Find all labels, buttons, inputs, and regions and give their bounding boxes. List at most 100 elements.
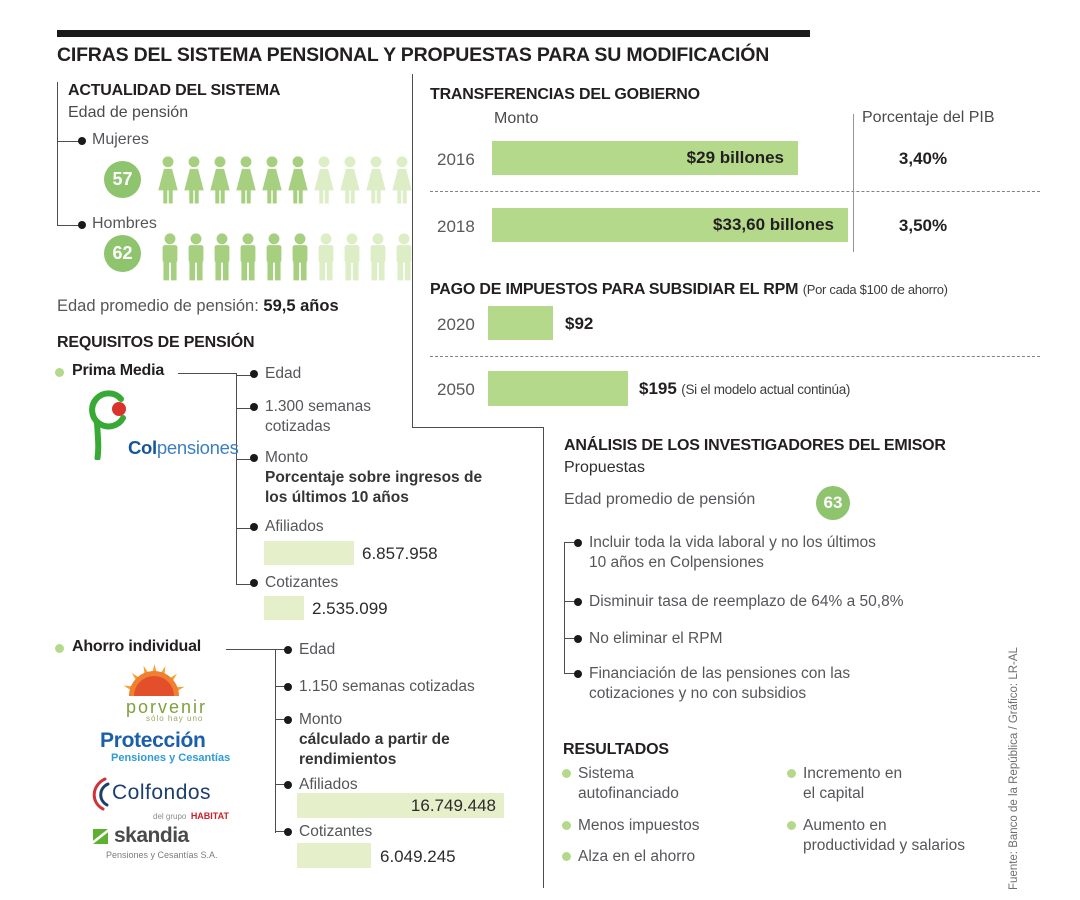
person-female-icon — [392, 156, 412, 204]
row-year: 2050 — [437, 380, 475, 399]
bullet-icon — [78, 137, 86, 145]
bullet-icon — [78, 221, 86, 229]
colpensiones-logo — [83, 390, 131, 465]
tree-item: Afiliados — [250, 517, 324, 537]
pago-heading: PAGO DE IMPUESTOS PARA SUBSIDIAR EL RPM — [430, 281, 799, 298]
connector-line — [275, 649, 276, 833]
connector-line — [236, 528, 252, 529]
afiliados-bar: 16.749.448 — [297, 793, 504, 818]
colfondos-swoosh-icon — [88, 777, 110, 816]
bullet-icon — [250, 579, 258, 587]
bullet-icon — [284, 828, 292, 836]
skandia-wordmark: skandia — [114, 824, 189, 847]
afiliados-value: 16.749.448 — [410, 796, 496, 815]
bullet-icon — [574, 670, 582, 678]
porvenir-wordmark: porvenir — [126, 697, 208, 717]
resultado-item: Alza en el ahorro — [562, 847, 762, 867]
section-divider-line — [412, 74, 413, 428]
analisis-bullet: Disminuir tasa de reemplazo de 64% a 50,… — [574, 592, 1024, 612]
monto-bar-2018: $33,60 billones — [492, 208, 848, 242]
connector-line — [275, 784, 289, 785]
person-female-icon — [210, 156, 230, 204]
tree-item: Monto Porcentaje sobre ingresos de los úl… — [250, 448, 482, 508]
section-divider-line — [543, 427, 544, 888]
resultado-item: Menos impuestos — [562, 816, 762, 836]
promedio-value: 59,5 años — [263, 297, 339, 315]
connector-line — [275, 719, 289, 720]
connector-line — [564, 542, 578, 543]
person-male-icon — [370, 233, 386, 281]
person-female-icon — [366, 156, 386, 204]
pib-value: 3,40% — [898, 149, 948, 168]
analisis-heading: ANÁLISIS DE LOS INVESTIGADORES DEL EMISO… — [564, 437, 946, 454]
analisis-bullet: No eliminar el RPM — [574, 629, 1024, 649]
porvenir-sun-icon — [123, 664, 185, 696]
person-female-icon — [340, 156, 360, 204]
bullet-icon — [284, 781, 292, 789]
analisis-subheading: Propuestas — [564, 459, 645, 476]
connector-line — [57, 82, 58, 225]
person-male-icon — [240, 233, 256, 281]
person-male-icon — [318, 233, 334, 281]
ahorro-individual-label: Ahorro individual — [72, 638, 202, 655]
green-bullet-icon — [787, 821, 796, 830]
person-male-icon — [292, 233, 308, 281]
tree-item: 1.300 semanas cotizadas — [250, 397, 371, 437]
connector-line — [57, 141, 81, 142]
resultado-item: Aumento en productividad y salarios — [787, 816, 1017, 856]
connector-line — [564, 542, 565, 674]
pago-note: (Por cada $100 de ahorro) — [802, 282, 948, 297]
person-male-icon — [188, 233, 204, 281]
porvenir-tagline: sólo hay uno — [146, 714, 204, 723]
mujeres-pictogram-row — [156, 156, 421, 206]
row-year: 2016 — [437, 150, 475, 169]
connector-line — [236, 375, 252, 376]
pago-heading-line: PAGO DE IMPUESTOS PARA SUBSIDIAR EL RPM … — [430, 281, 948, 299]
dashed-separator — [430, 356, 1040, 357]
bullet-icon — [250, 454, 258, 462]
requisitos-heading: REQUISITOS DE PENSIÓN — [57, 334, 255, 351]
impuestos-value-line: $195 (Si el modelo actual continúa) — [639, 379, 850, 399]
bullet-icon — [250, 523, 258, 531]
impuestos-value: $195 — [639, 379, 677, 398]
bullet-icon — [284, 716, 292, 724]
bullet-icon — [574, 539, 582, 547]
connector-line — [275, 831, 289, 832]
page-title: CIFRAS DEL SISTEMA PENSIONAL Y PROPUESTA… — [57, 44, 770, 66]
green-bullet-icon — [55, 368, 64, 377]
resultado-item: Incremento en el capital — [787, 764, 1007, 804]
row-year: 2020 — [437, 315, 475, 334]
person-male-icon — [214, 233, 230, 281]
header-rule — [57, 30, 810, 37]
source-credit: Fuente: Banco de la República / Gráfico:… — [1008, 647, 1020, 890]
transferencias-heading: TRANSFERENCIAS DEL GOBIERNO — [430, 86, 700, 103]
row-year: 2018 — [437, 217, 475, 236]
impuestos-bar-2020 — [488, 306, 553, 340]
tree-item: Edad — [284, 640, 335, 660]
tree-item: 1.150 semanas cotizadas — [284, 677, 475, 697]
connector-line — [57, 225, 81, 226]
porvenir-logo — [122, 660, 186, 703]
impuestos-note: (Si el modelo actual continúa) — [681, 382, 851, 397]
impuestos-bar-2050 — [488, 371, 628, 406]
dashed-separator — [430, 191, 1040, 192]
monto-column-label: Monto — [494, 110, 539, 127]
person-female-icon — [158, 156, 178, 204]
cotizantes-bar — [297, 843, 371, 868]
green-bullet-icon — [562, 852, 571, 861]
green-bullet-icon — [562, 769, 571, 778]
hombres-label: Hombres — [92, 215, 157, 232]
cotizantes-value: 2.535.099 — [312, 599, 388, 618]
connector-line — [275, 649, 289, 650]
afiliados-bar — [264, 541, 354, 565]
tree-item: Edad — [250, 364, 301, 384]
person-male-icon — [266, 233, 282, 281]
bullet-icon — [574, 598, 582, 606]
prima-media-label: Prima Media — [72, 362, 165, 379]
actualidad-subheading: Edad de pensión — [68, 104, 189, 121]
mujeres-label: Mujeres — [92, 131, 149, 148]
tree-item: Cotizantes — [284, 822, 372, 842]
bullet-icon — [284, 646, 292, 654]
green-bullet-icon — [55, 644, 64, 653]
